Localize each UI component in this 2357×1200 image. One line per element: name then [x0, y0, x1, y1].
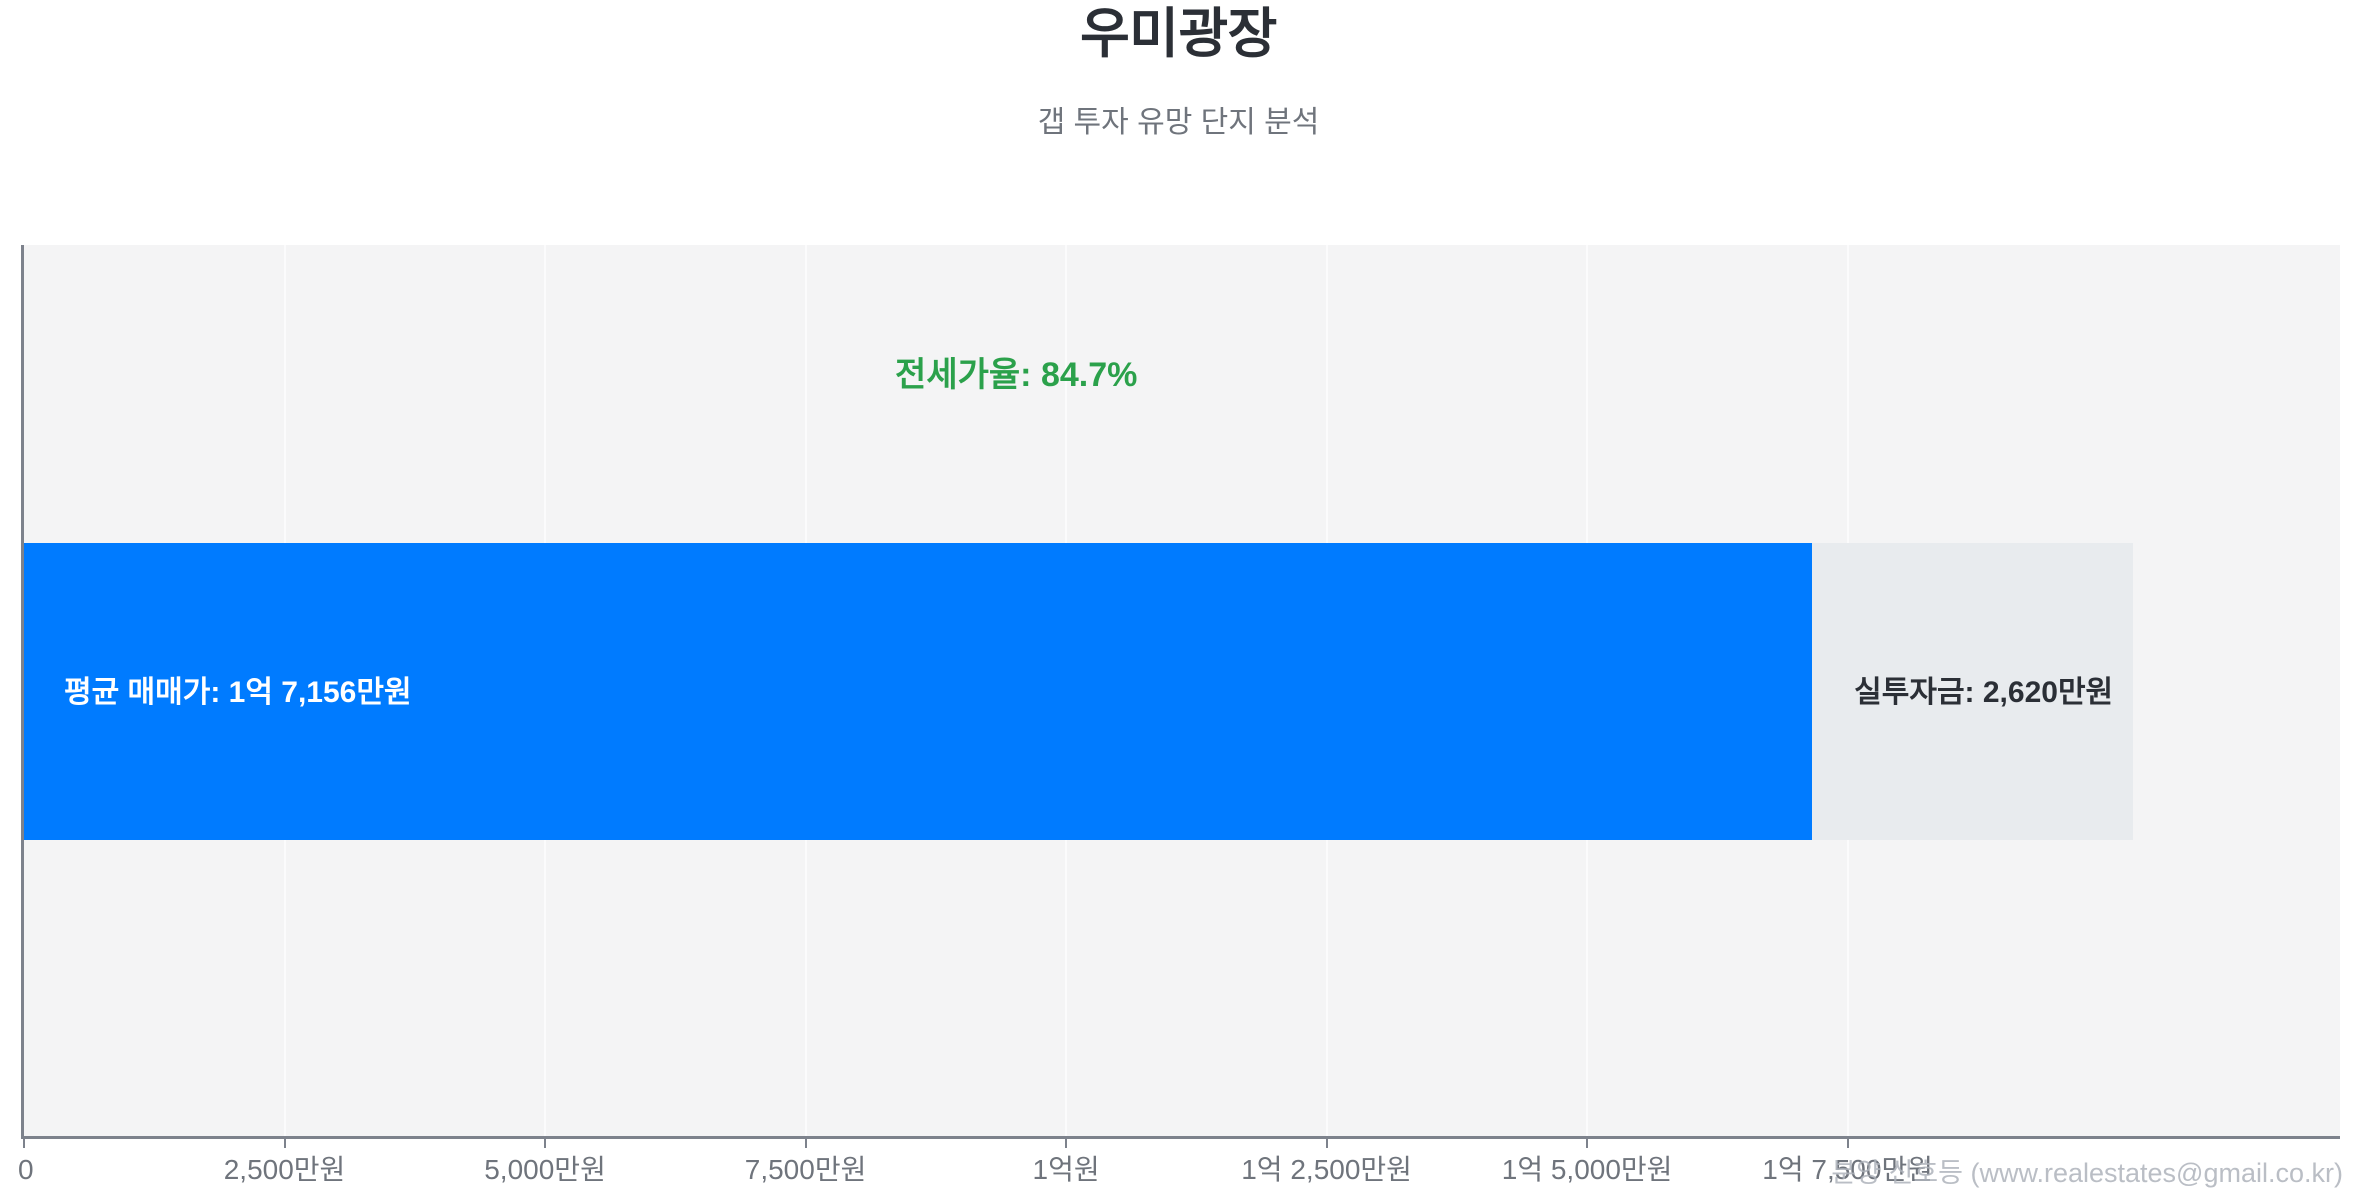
chart-title: 우미광장 — [1080, 4, 1277, 64]
bar-average-price[interactable] — [24, 543, 1812, 840]
x-axis-tick — [544, 1139, 547, 1148]
x-axis-tick-label: 1억 5,000만원 — [1501, 1154, 1673, 1185]
x-axis-tick — [283, 1139, 286, 1148]
x-axis-tick — [1846, 1139, 1849, 1148]
x-axis-tick-label: 7,500만원 — [744, 1154, 867, 1185]
bar-inside-label: 평균 매매가: 1억 7,156만원 — [64, 676, 412, 709]
x-axis-tick-label: 1억 7,500만원 — [1762, 1154, 1933, 1185]
x-axis-tick-label: 0 — [18, 1154, 34, 1185]
x-axis-tick — [1325, 1139, 1328, 1148]
x-axis-tick — [1586, 1139, 1589, 1148]
x-axis-tick-label: 1억원 — [1032, 1154, 1100, 1185]
x-axis-tick — [1065, 1139, 1068, 1148]
x-axis-tick-label: 5,000만원 — [484, 1154, 606, 1185]
x-axis-tick — [804, 1139, 807, 1148]
y-axis-line — [21, 245, 24, 1139]
x-axis-line — [21, 1136, 2340, 1139]
x-axis-tick — [23, 1139, 25, 1148]
chart-subtitle: 갭 투자 유망 단지 분석 — [1037, 106, 1320, 139]
jeonse-ratio-annotation: 전세가율: 84.7% — [895, 356, 1138, 394]
x-axis-tick-label: 2,500만원 — [223, 1154, 346, 1185]
x-axis-tick-label: 1억 2,500만원 — [1241, 1154, 1412, 1185]
watermark-credit: 분양 신호등 (www.realestates@gmail.co.kr) — [1831, 1158, 2343, 1188]
bar-outside-label: 실투자금: 2,620만원 — [1854, 676, 2114, 709]
